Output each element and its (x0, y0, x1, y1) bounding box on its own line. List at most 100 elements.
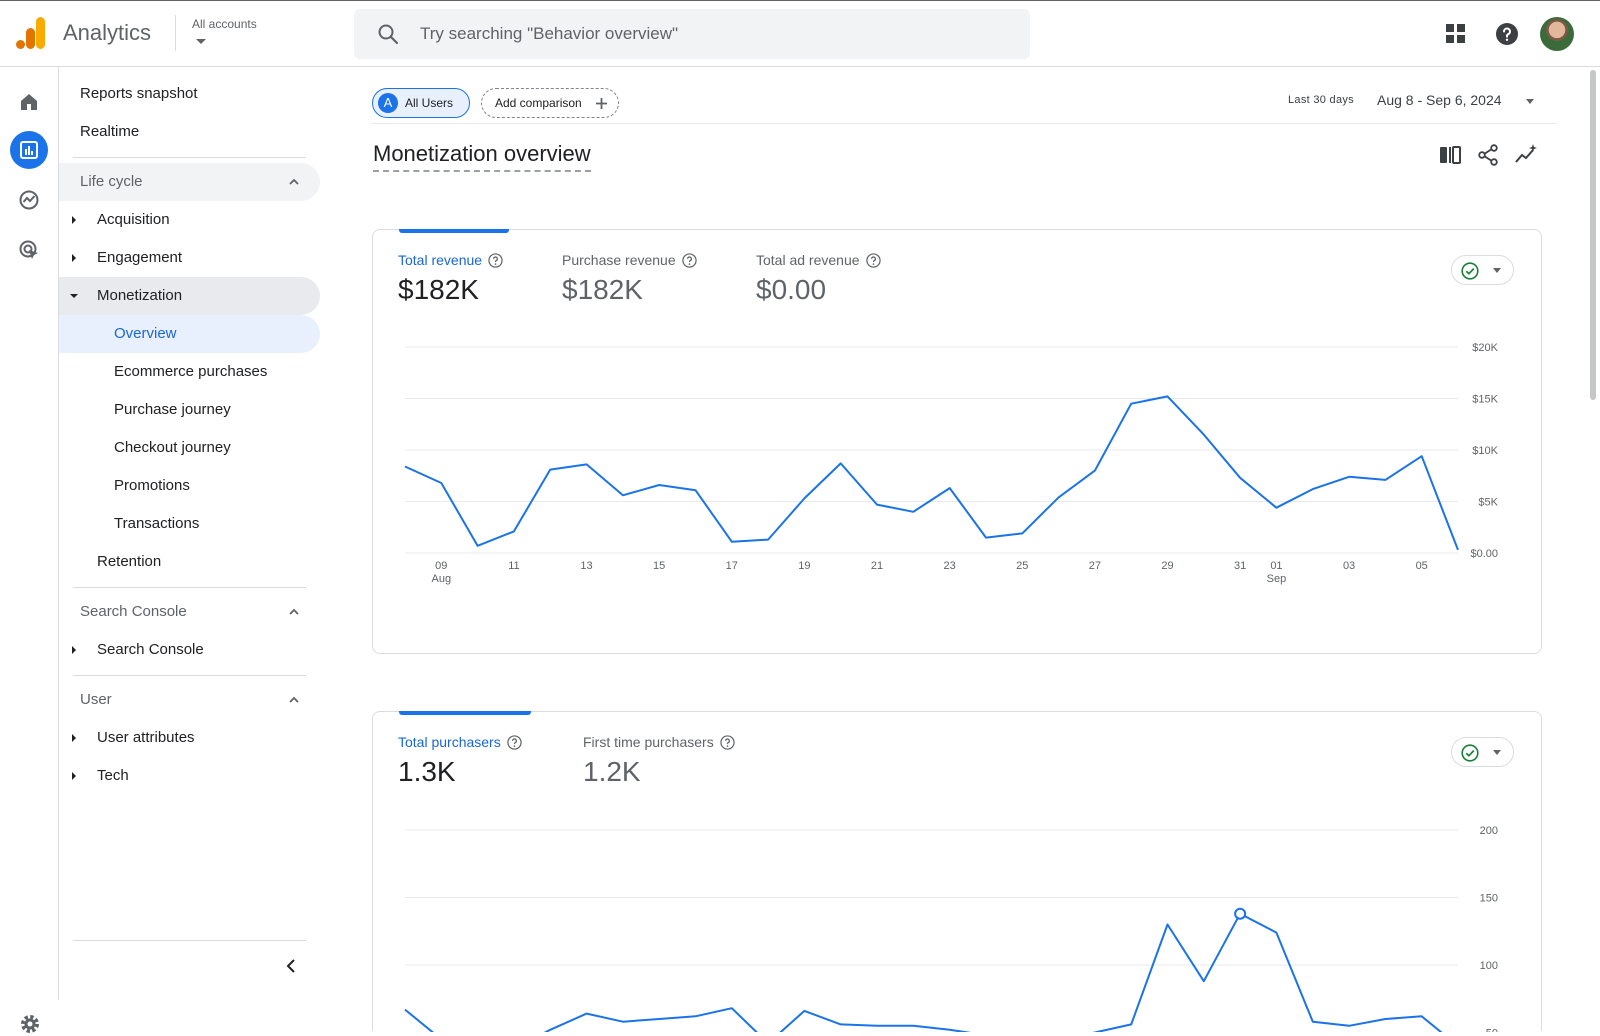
nav-realtime[interactable]: Realtime (80, 123, 140, 140)
help-circle-icon[interactable] (681, 253, 697, 268)
x-tick-label: 03 (1343, 560, 1355, 572)
chevron-up-icon (289, 608, 299, 615)
compare-columns-icon[interactable] (1438, 143, 1462, 167)
nav-transactions[interactable]: Transactions (114, 515, 200, 532)
settings-icon[interactable] (18, 1012, 42, 1036)
active-metric-indicator (399, 229, 509, 233)
expand-arrow-icon (72, 216, 76, 224)
help-circle-icon[interactable] (488, 253, 503, 268)
nav-purchase-journey[interactable]: Purchase journey (114, 401, 231, 418)
account-divider (175, 15, 176, 51)
chevron-up-icon (289, 696, 299, 703)
metric-tab-first-time-purchasers[interactable]: First time purchasers 1.2K (583, 734, 735, 788)
revenue-card: Total revenue $182K Purchase revenue $18… (372, 229, 1542, 654)
nav-monetization[interactable]: Monetization (59, 277, 320, 315)
x-tick-label: 27 (1089, 560, 1101, 572)
nav-engagement[interactable]: Engagement (59, 239, 320, 277)
add-comparison-label: Add comparison (495, 96, 582, 110)
reports-icon[interactable] (10, 131, 48, 169)
series-line (404, 912, 1443, 1032)
nav-section-user[interactable]: User (59, 681, 320, 719)
explore-icon[interactable] (10, 181, 48, 219)
nav-ecommerce-purchases[interactable]: Ecommerce purchases (114, 363, 268, 380)
expand-arrow-icon (72, 734, 76, 742)
header-divider (372, 123, 1557, 124)
x-tick-sublabel: Sep (1267, 573, 1287, 585)
active-metric-indicator (399, 711, 531, 715)
help-circle-icon[interactable] (865, 253, 881, 268)
top-bar: Analytics All accounts (0, 0, 1600, 67)
nav-tech[interactable]: Tech (59, 757, 320, 795)
search-bar[interactable] (354, 9, 1030, 59)
segment-chip-all-users[interactable]: A All Users (372, 88, 470, 118)
nav-retention[interactable]: Retention (97, 553, 162, 570)
nav-section-lifecycle[interactable]: Life cycle (59, 163, 320, 201)
nav-divider (73, 157, 306, 158)
nav-user-attributes[interactable]: User attributes (59, 719, 320, 757)
help-circle-icon[interactable] (507, 735, 522, 750)
nav-divider (73, 675, 306, 676)
nav-divider (73, 940, 306, 941)
x-tick-label: 15 (653, 560, 665, 572)
insights-icon[interactable] (1514, 143, 1538, 167)
metric-tab-total-ad-revenue[interactable]: Total ad revenue $0.00 (756, 252, 881, 306)
x-tick-label: 29 (1161, 560, 1173, 572)
page-title: Monetization overview (373, 141, 591, 172)
chevron-left-icon[interactable] (283, 958, 299, 974)
app-title: Analytics (63, 20, 152, 45)
metric-tab-purchase-revenue[interactable]: Purchase revenue $182K (562, 252, 697, 306)
y-tick-label: $0.00 (1470, 548, 1498, 560)
data-quality-button[interactable] (1451, 255, 1514, 285)
x-tick-label: 13 (580, 560, 592, 572)
data-quality-button[interactable] (1451, 737, 1514, 767)
x-tick-label: 21 (871, 560, 883, 572)
chevron-down-icon[interactable] (1526, 99, 1534, 104)
nav-overview[interactable]: Overview (59, 315, 320, 353)
x-tick-sublabel: Aug (432, 573, 452, 585)
help-circle-icon[interactable] (720, 735, 735, 750)
nav-reports-snapshot[interactable]: Reports snapshot (80, 85, 198, 102)
date-range-picker[interactable]: Aug 8 - Sep 6, 2024 (1377, 92, 1502, 108)
apps-grid-icon[interactable] (1446, 24, 1466, 44)
x-tick-label: 01 (1270, 560, 1282, 572)
report-navigation: Reports snapshot Realtime Life cycle Acq… (59, 67, 329, 1000)
metric-value: 1.2K (583, 756, 641, 787)
nav-acquisition[interactable]: Acquisition (59, 201, 320, 239)
expand-arrow-icon (72, 254, 76, 262)
metric-value: $0.00 (756, 274, 827, 305)
y-tick-label: $15K (1472, 394, 1498, 406)
segment-label: All Users (405, 96, 454, 110)
search-icon (378, 24, 399, 45)
share-icon[interactable] (1476, 143, 1500, 167)
chevron-down-icon[interactable] (196, 39, 206, 44)
analytics-logo-icon[interactable] (16, 17, 46, 49)
metric-tab-total-revenue[interactable]: Total revenue $182K (398, 252, 503, 306)
chevron-down-icon (1493, 268, 1501, 273)
y-tick-label: 100 (1480, 960, 1498, 972)
y-tick-label: 200 (1480, 825, 1498, 837)
chevron-down-icon (1493, 750, 1501, 755)
account-selector[interactable]: All accounts (192, 17, 257, 31)
x-tick-label: 25 (1016, 560, 1028, 572)
highlighted-point (1234, 907, 1247, 920)
nav-section-search-console[interactable]: Search Console (59, 593, 320, 631)
y-tick-label: 150 (1480, 893, 1498, 905)
add-comparison-button[interactable]: Add comparison (481, 88, 619, 118)
metric-value: $182K (562, 274, 643, 305)
nav-search-console[interactable]: Search Console (59, 631, 320, 669)
metric-tab-total-purchasers[interactable]: Total purchasers 1.3K (398, 734, 522, 788)
search-input[interactable] (420, 9, 1010, 59)
date-range-label: Last 30 days (1288, 94, 1354, 106)
avatar[interactable] (1540, 17, 1574, 51)
nav-promotions[interactable]: Promotions (114, 477, 190, 494)
help-icon[interactable] (1495, 22, 1519, 46)
home-icon[interactable] (10, 83, 48, 121)
advertising-icon[interactable] (10, 231, 48, 269)
expand-arrow-icon (72, 772, 76, 780)
expand-arrow-icon (72, 646, 76, 654)
purchasers-card: Total purchasers 1.3K First time purchas… (372, 711, 1542, 1032)
page-scrollbar[interactable] (1590, 70, 1596, 400)
metric-value: 1.3K (398, 756, 456, 787)
nav-checkout-journey[interactable]: Checkout journey (114, 439, 231, 456)
